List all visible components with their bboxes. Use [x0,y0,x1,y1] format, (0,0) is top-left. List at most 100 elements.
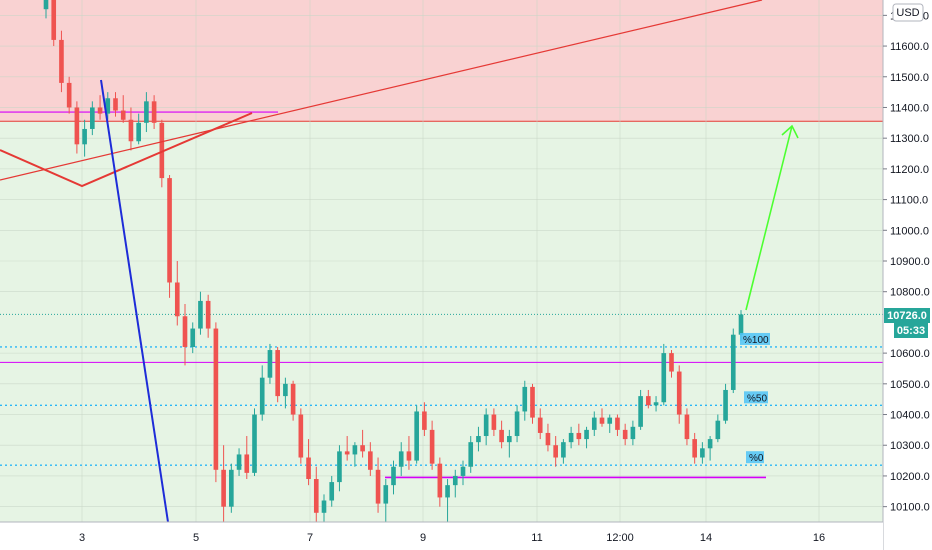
candle [136,113,141,145]
candle [452,469,458,498]
candle-body [499,429,504,443]
current-price-tag: 10726.0 05:33 [884,308,930,338]
candle-body [738,314,744,335]
candle [105,92,111,120]
candle [507,429,512,458]
candle [422,402,427,437]
candle [90,101,95,136]
candle [561,439,566,464]
trendline-rising [0,0,763,181]
candle-body [236,454,242,470]
candle [638,389,643,430]
candle [599,408,605,427]
candle-body [375,469,381,504]
x-axis-ticks: 3 5 7 9 11 12:00 14 16 [79,532,825,544]
candle [730,328,736,394]
candle [198,291,203,335]
candle [182,303,188,366]
candle [669,350,674,378]
candle [213,322,219,483]
candle-body [684,414,690,440]
candle [82,119,87,157]
candle-body [429,429,435,464]
candle-body [352,445,358,455]
y-tick-label: 11600.0 [890,41,929,53]
candle-body [337,451,342,483]
candle [128,107,134,151]
candle [468,436,474,473]
candle-body [391,466,396,486]
candle-body [730,334,736,390]
support-zone [0,121,883,522]
fib-level-label: %50 [747,393,767,404]
fib-level-label: %100 [743,335,769,346]
candle-body [476,436,481,443]
candle-body [553,445,558,458]
candle [445,479,450,522]
candle-body [90,107,95,129]
candle-body [507,436,512,443]
y-tick-label: 10600.0 [890,348,930,360]
candle [375,457,381,513]
candle-body [483,414,489,437]
candle-body [514,411,520,437]
labels-layer: %100 %50 %0 [740,332,770,464]
candle [630,420,636,446]
candle [398,442,404,476]
candle [306,439,311,486]
candle-body [522,386,528,412]
y-axis-ticks: 11700.011600.011500.011400.011300.011200… [883,10,930,514]
candle [283,377,288,409]
candle-body [615,417,620,430]
candle [661,343,667,406]
candle-body [406,451,412,461]
candle-body [259,377,265,415]
y-tick-label: 10900.0 [890,256,930,268]
x-tick-label: 5 [193,532,199,544]
candle [460,460,466,486]
candle-body [306,457,311,480]
candle [545,423,551,452]
candle [391,460,396,495]
currency-badge[interactable]: USD [892,3,924,22]
candle-body [275,350,280,397]
candle-body [105,98,111,114]
fib-level-tag [740,332,770,345]
candle-body [530,386,535,418]
candle-body [653,402,659,406]
y-tick-label: 11000.0 [890,225,929,237]
candle-body [568,432,574,443]
candle-body [182,316,188,347]
candle-body [607,417,613,424]
candle [491,408,497,437]
candle [700,442,705,464]
y-tick-label: 10100.0 [890,502,930,514]
candle-body [313,479,319,513]
candle-body [368,451,373,470]
candle-body [283,383,288,397]
candle-body [244,454,250,473]
fib-level-label: %0 [749,453,764,464]
candle [321,494,327,522]
candle-body [59,39,64,83]
candle-body [321,500,327,513]
candle [66,76,72,114]
candle [368,442,373,476]
candle-body [445,485,450,498]
x-tick-label: 14 [700,532,712,544]
candle-body [344,451,350,455]
projection-arrow-line [745,125,793,311]
candle [236,448,242,476]
candle [151,95,157,129]
candle-body [329,482,335,501]
projection-arrow-head [781,124,799,139]
y-tick-label: 11500.0 [890,72,929,84]
x-tick-label: 3 [79,532,85,544]
candle [97,95,103,120]
candle-body [360,445,365,452]
candle [653,396,659,412]
candle [144,92,149,133]
y-tick-label: 11100.0 [890,195,928,207]
